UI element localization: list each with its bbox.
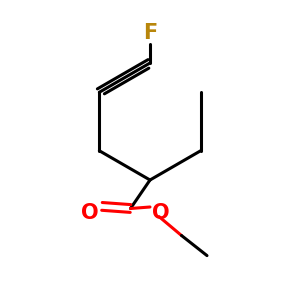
Text: O: O [81,203,99,223]
Text: O: O [152,203,169,223]
Text: F: F [143,23,157,43]
